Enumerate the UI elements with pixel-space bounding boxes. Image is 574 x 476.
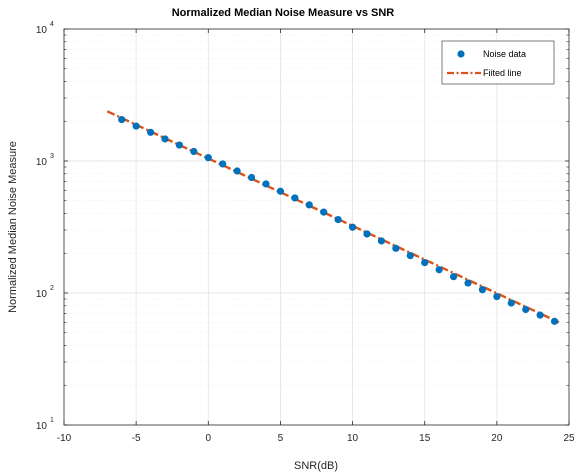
data-point [233, 167, 241, 175]
y-tick-label-exponent: 3 [50, 153, 54, 160]
data-point [190, 147, 198, 156]
data-point [493, 292, 501, 301]
data-point [478, 286, 487, 294]
data-point [262, 180, 270, 188]
data-point [132, 122, 140, 130]
data-point [247, 173, 256, 182]
data-point [449, 273, 458, 281]
plot-frame [63, 28, 570, 426]
data-point [363, 230, 371, 238]
data-point [204, 154, 212, 162]
plot-area [64, 29, 569, 425]
tick-layer [63, 28, 570, 426]
legend-label-noise-data: Noise data [483, 49, 526, 59]
y-tick-label-base: 10 [36, 157, 48, 168]
x-axis-label: SNR(dB) [294, 460, 338, 472]
data-point [146, 128, 155, 136]
legend-box [441, 40, 555, 85]
y-tick-label-exponent: 4 [50, 21, 54, 28]
data-point [175, 141, 184, 149]
legend: Noise data Fiited line [441, 40, 555, 85]
x-tick-label: 25 [563, 433, 574, 444]
x-tick-label: 20 [491, 433, 503, 444]
x-tick-label: -10 [57, 433, 72, 444]
data-point [392, 244, 400, 252]
data-point [334, 215, 342, 224]
data-point [348, 223, 357, 231]
y-axis-label: Normalized Median Noise Measure [7, 141, 19, 313]
data-point [118, 115, 126, 124]
data-point [320, 208, 328, 216]
data-point [550, 317, 559, 325]
y-tick-label-base: 10 [36, 289, 48, 300]
x-tick-label: 5 [278, 433, 284, 444]
chart-title: Normalized Median Noise Measure vs SNR [172, 7, 395, 19]
y-tick-label-base: 10 [36, 25, 48, 36]
x-tick-labels: -10 -5 0 5 10 15 20 25 [57, 433, 574, 444]
y-tick-label-exponent: 2 [50, 285, 54, 292]
data-point [219, 160, 227, 168]
x-tick-label: 15 [419, 433, 431, 444]
data-point [464, 279, 472, 287]
data-point [435, 266, 443, 274]
x-tick-label: -5 [132, 433, 141, 444]
data-point [377, 237, 386, 245]
data-point [406, 252, 414, 260]
data-point [522, 305, 530, 314]
grid [64, 29, 569, 425]
data-point [291, 194, 299, 202]
data-marker-layer [118, 115, 559, 325]
data-point [276, 187, 285, 195]
legend-marker-noise-data [457, 50, 465, 58]
data-point [421, 258, 429, 267]
x-tick-label: 10 [347, 433, 359, 444]
data-point [161, 135, 169, 143]
data-point [305, 201, 313, 209]
x-tick-label: 0 [206, 433, 212, 444]
y-tick-label-base: 10 [36, 421, 48, 432]
legend-label-fitted-line: Fiited line [483, 68, 522, 78]
data-point [536, 311, 544, 319]
data-point [507, 299, 515, 307]
y-tick-label-exponent: 1 [50, 417, 54, 424]
